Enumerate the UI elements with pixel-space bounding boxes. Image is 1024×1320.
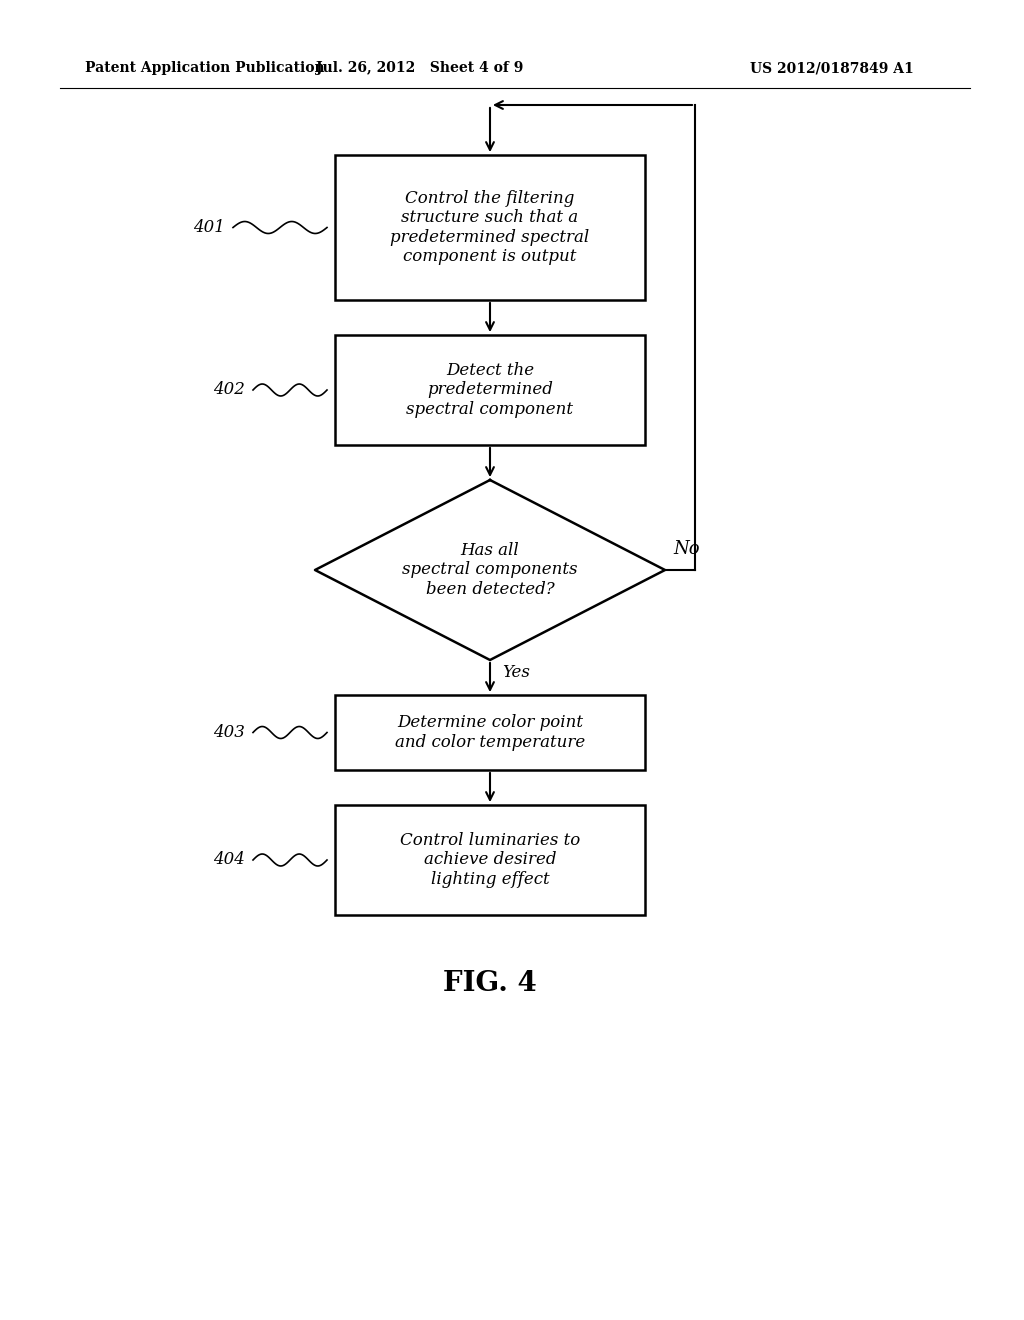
Text: 402: 402 [213,381,245,399]
Text: Patent Application Publication: Patent Application Publication [85,61,325,75]
Text: Detect the
predetermined
spectral component: Detect the predetermined spectral compon… [407,362,573,418]
Text: Yes: Yes [502,664,529,681]
Text: 403: 403 [213,723,245,741]
Text: No: No [673,540,699,558]
Text: Determine color point
and color temperature: Determine color point and color temperat… [395,714,585,751]
Text: 404: 404 [213,851,245,869]
Text: US 2012/0187849 A1: US 2012/0187849 A1 [750,61,913,75]
Text: Jul. 26, 2012   Sheet 4 of 9: Jul. 26, 2012 Sheet 4 of 9 [316,61,523,75]
Bar [335,335,645,445]
Polygon shape [315,480,665,660]
Bar [335,805,645,915]
Text: Control the filtering
structure such that a
predetermined spectral
component is : Control the filtering structure such tha… [390,190,590,265]
Text: FIG. 4: FIG. 4 [443,970,537,997]
Text: 401: 401 [194,219,225,236]
Bar [335,154,645,300]
Bar [335,696,645,770]
Text: Control luminaries to
achieve desired
lighting effect: Control luminaries to achieve desired li… [400,832,581,888]
Text: Has all
spectral components
been detected?: Has all spectral components been detecte… [402,543,578,598]
